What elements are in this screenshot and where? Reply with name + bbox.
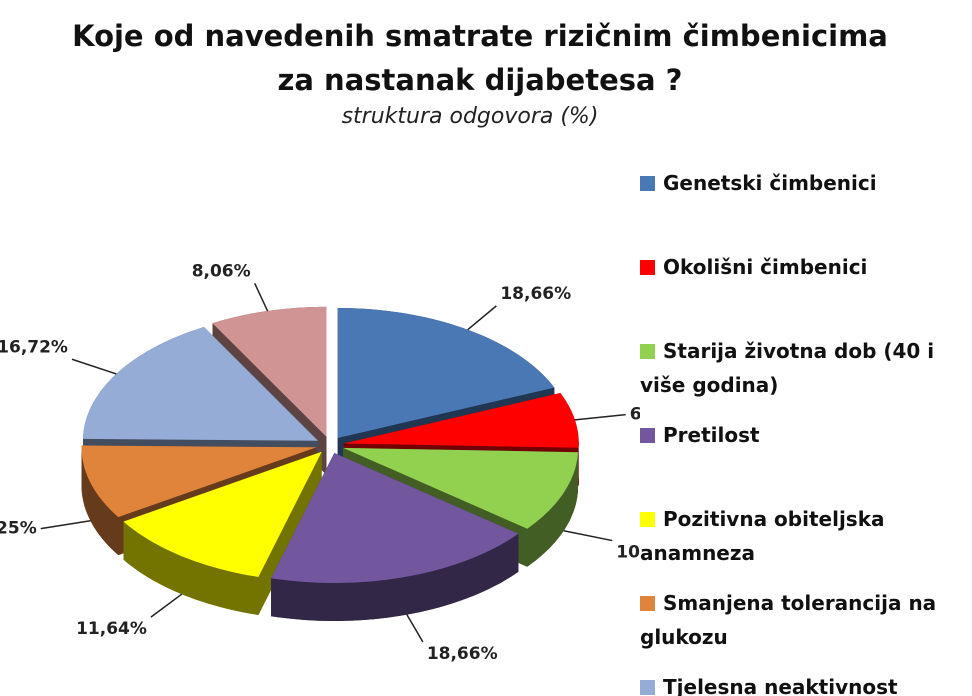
data-label: 6,87% xyxy=(630,405,640,425)
slice xyxy=(271,453,519,621)
legend-item: Genetski čimbenici xyxy=(640,166,970,200)
legend-label: Pozitivna obiteljska anamneza xyxy=(640,507,885,565)
legend-item: Pretilost xyxy=(640,418,970,452)
data-label: 8,06% xyxy=(192,261,251,281)
leader-line xyxy=(406,614,424,643)
legend-swatch xyxy=(640,428,655,443)
slice-top xyxy=(343,447,578,529)
data-label: 18,66% xyxy=(500,284,571,304)
slice-top xyxy=(123,451,322,577)
legend-label: Pretilost xyxy=(663,423,760,447)
data-label: 11,64% xyxy=(76,619,147,639)
slice-top xyxy=(343,393,579,448)
legend-label: Genetski čimbenici xyxy=(663,171,877,195)
leader-line xyxy=(574,413,626,421)
legend-item: Tjelesna neaktivnost xyxy=(640,670,970,696)
slice-top xyxy=(271,453,519,583)
leader-line xyxy=(150,593,183,618)
legend-item: Starija životna dob (40 i više godina) xyxy=(640,334,970,402)
legend-label: Smanjena tolerancija na glukozu xyxy=(640,591,937,649)
leader-line xyxy=(71,358,117,375)
legend-swatch xyxy=(640,176,655,191)
data-label: 16,72% xyxy=(0,337,68,357)
leader-line xyxy=(563,529,613,542)
legend-item: Okolišni čimbenici xyxy=(640,250,970,284)
slice-side xyxy=(527,452,578,567)
legend-swatch xyxy=(640,260,655,275)
chart-subtitle: struktura odgovora (%) xyxy=(341,104,599,129)
leader-line xyxy=(40,520,91,530)
slice-side xyxy=(271,533,519,621)
legend-item: Pozitivna obiteljska anamneza xyxy=(640,502,970,570)
data-label: 9,25% xyxy=(0,519,37,539)
legend-label: Tjelesna neaktivnost xyxy=(663,675,898,696)
legend-label: Starija životna dob (40 i više godina) xyxy=(640,339,935,397)
data-label: 10,15% xyxy=(616,543,640,563)
leader-line xyxy=(467,305,497,331)
legend-item: Smanjena tolerancija na glukozu xyxy=(640,586,970,654)
legend-swatch xyxy=(640,512,655,527)
slice-side xyxy=(81,445,119,556)
slice-top xyxy=(212,306,327,437)
slice-side xyxy=(123,521,259,615)
data-label: 18,66% xyxy=(427,644,498,664)
leader-line xyxy=(253,283,269,312)
slice-top xyxy=(83,327,318,441)
legend-swatch xyxy=(640,680,655,695)
legend-swatch xyxy=(640,344,655,359)
legend-swatch xyxy=(640,596,655,611)
chart-title: Koje od navedenih smatrate rizičnim čimb… xyxy=(72,19,888,97)
slice-top xyxy=(337,308,555,438)
chart: 18,66% 6,87% 10,15% 18,66% 11,64% 9,25% 16,72%… xyxy=(0,261,640,664)
legend-label: Okolišni čimbenici xyxy=(663,255,868,279)
slice-top xyxy=(81,445,317,518)
